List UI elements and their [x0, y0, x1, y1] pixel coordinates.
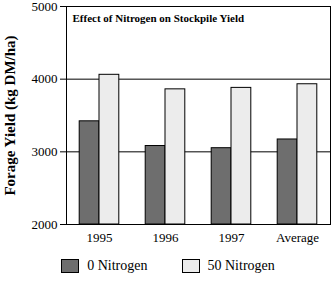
svg-text:1996: 1996	[153, 230, 180, 245]
html-text:50 Nitrogen: 50 Nitrogen	[207, 258, 275, 273]
svg-text:1995: 1995	[87, 230, 113, 245]
html-text:0 Nitrogen: 0 Nitrogen	[87, 258, 148, 273]
svg-text:5000: 5000	[32, 0, 58, 14]
svg-text:4000: 4000	[32, 71, 58, 86]
svg-text:2000: 2000	[32, 217, 58, 232]
svg-text:Effect of Nitrogen on Stockpil: Effect of Nitrogen on Stockpile Yield	[73, 12, 245, 24]
svg-text:Average: Average	[276, 230, 319, 245]
svg-text:3000: 3000	[32, 144, 58, 159]
svg-text:Forage Yield (kg DM/ha): Forage Yield (kg DM/ha)	[2, 35, 19, 195]
svg-text:1997: 1997	[219, 230, 246, 245]
